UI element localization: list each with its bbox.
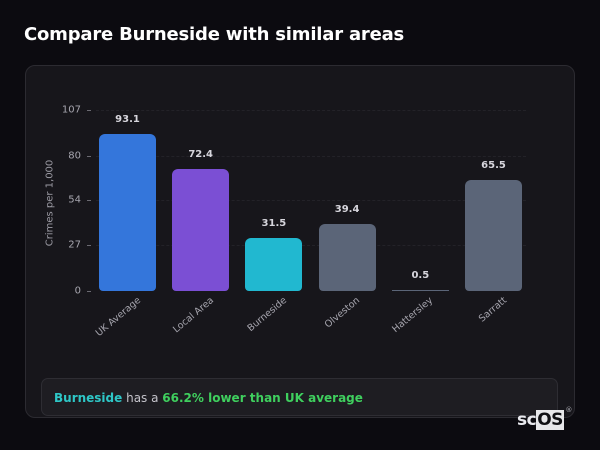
summary-text: has a [122,391,163,405]
bar-value-label: 31.5 [261,217,287,229]
registered-icon: ® [565,406,572,414]
page-title: Compare Burneside with similar areas [24,24,405,45]
y-tick-label: 107 [61,104,81,116]
scos-logo: scOS ® [517,406,572,430]
y-tick-mark [87,155,91,157]
y-tick-mark [87,245,91,247]
y-tick-mark [87,199,91,201]
bar-value-label: 65.5 [481,160,506,172]
bar-hattersley[interactable] [391,290,449,291]
bar-uk-average[interactable] [99,133,156,291]
bar-value-label: 93.1 [115,113,140,125]
comparison-summary: Burneside has a 66.2% lower than UK aver… [41,378,558,416]
bar-olveston[interactable] [318,224,376,291]
y-tick-label: 80 [68,150,81,162]
gridline [96,155,526,157]
gridline [96,199,526,201]
bar-burneside[interactable] [245,237,303,291]
summary-difference: 66.2% lower than UK average [162,391,363,405]
gridline [96,245,526,247]
gridline [96,110,526,111]
bar-value-label: 39.4 [334,204,360,216]
bar-sarratt[interactable] [465,180,522,291]
y-tick-label: 54 [68,194,81,206]
y-tick-label: 27 [68,239,81,251]
y-tick-mark [87,291,91,292]
bar-local-area[interactable] [172,168,230,291]
y-tick-mark [87,110,91,111]
bar-value-label: 0.5 [411,270,430,281]
y-tick-label: 0 [74,285,81,297]
bar-value-label: 72.4 [188,148,214,160]
summary-area-name: Burneside [54,391,123,405]
